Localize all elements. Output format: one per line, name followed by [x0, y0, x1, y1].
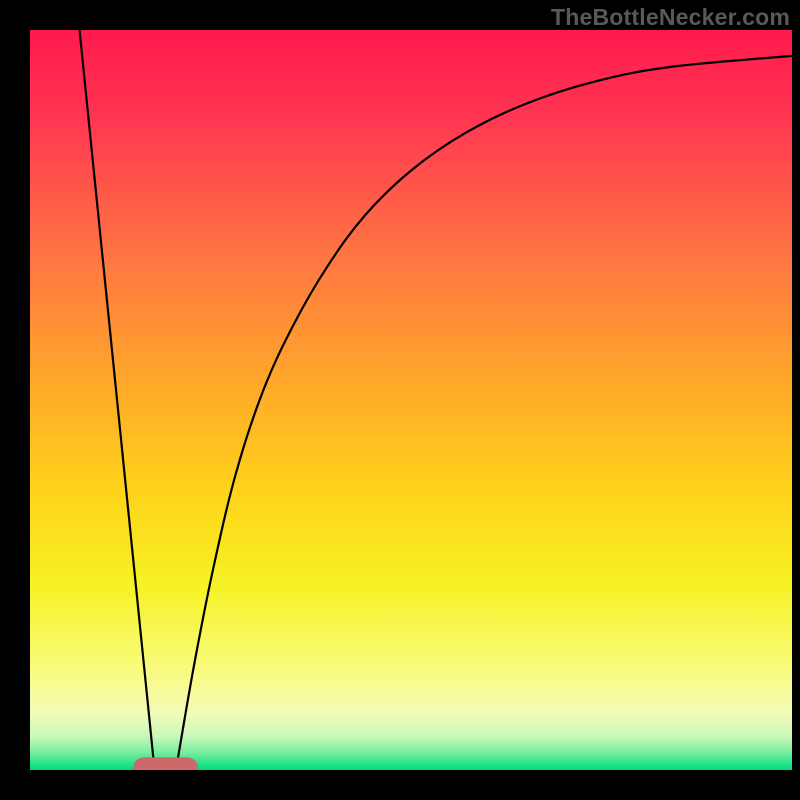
chart-container: TheBottleNecker.com [0, 0, 800, 800]
watermark-text: TheBottleNecker.com [551, 4, 790, 31]
bottleneck-curve-chart [0, 0, 800, 800]
frame-border-left [0, 0, 30, 800]
frame-border-bottom [0, 770, 800, 800]
